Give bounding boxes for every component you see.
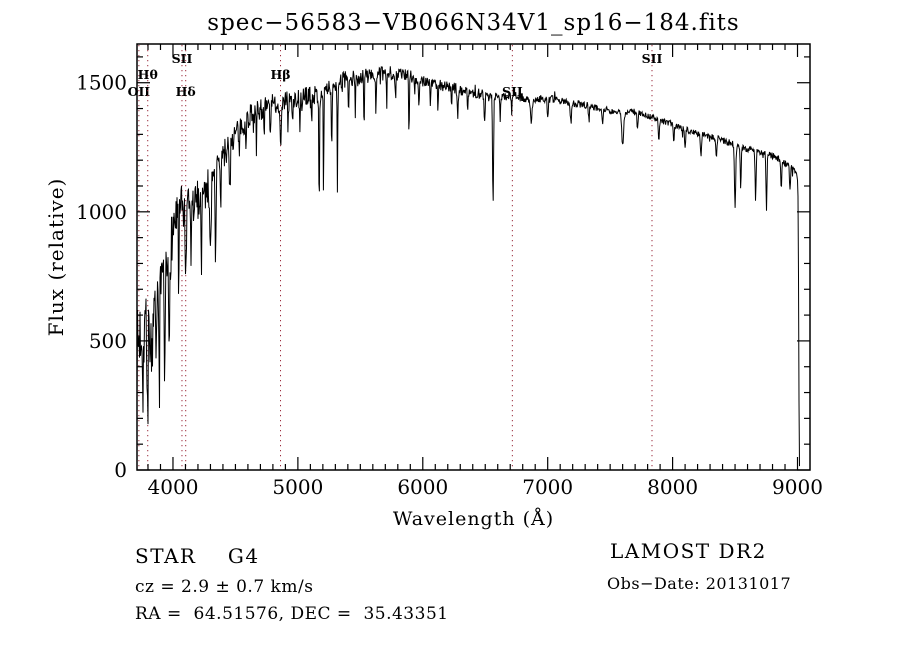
classification-text: STAR G4 bbox=[135, 544, 260, 568]
spectral-line-label: SII bbox=[642, 51, 663, 66]
x-tick-label: 7000 bbox=[522, 475, 573, 499]
survey-name-text: LAMOST DR2 bbox=[610, 539, 767, 563]
obs-date-text: Obs−Date: 20131017 bbox=[607, 574, 792, 593]
spectral-line-label: Hθ bbox=[138, 67, 158, 82]
x-tick-label: 6000 bbox=[397, 475, 448, 499]
spectrum-line bbox=[136, 66, 800, 467]
x-tick-label: 9000 bbox=[772, 475, 823, 499]
y-axis-label: Flux (relative) bbox=[44, 177, 68, 337]
x-tick-label: 5000 bbox=[272, 475, 323, 499]
ra-dec-text: RA = 64.51576, DEC = 35.43351 bbox=[135, 604, 449, 624]
radial-velocity-text: cz = 2.9 ± 0.7 km/s bbox=[135, 577, 314, 597]
spectral-line-label: SII bbox=[172, 51, 193, 66]
plot-title: spec−56583−VB066N34V1_sp16−184.fits bbox=[207, 10, 740, 36]
y-tick-label: 1500 bbox=[76, 71, 127, 95]
spectral-line-label: Hδ bbox=[176, 84, 196, 99]
x-tick-label: 4000 bbox=[148, 475, 199, 499]
spectral-line-label: OII bbox=[128, 84, 151, 99]
plot-border bbox=[136, 43, 811, 471]
x-axis-label: Wavelength (Å) bbox=[392, 508, 555, 530]
y-tick-label: 0 bbox=[114, 458, 127, 482]
spectral-line-label: SII bbox=[502, 84, 523, 99]
y-tick-label: 500 bbox=[89, 329, 127, 353]
x-tick-label: 8000 bbox=[647, 475, 698, 499]
spectral-line-label: Hβ bbox=[270, 67, 290, 82]
y-tick-label: 1000 bbox=[76, 200, 127, 224]
